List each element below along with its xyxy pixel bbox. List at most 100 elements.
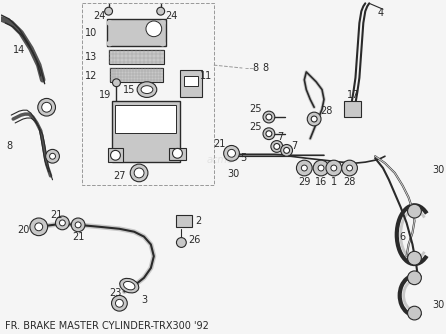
Text: 12: 12: [85, 71, 97, 81]
Text: 7: 7: [291, 142, 297, 151]
Text: 6: 6: [400, 232, 406, 241]
Ellipse shape: [120, 278, 139, 293]
Text: 24: 24: [94, 11, 106, 21]
Bar: [107, 148, 124, 162]
Circle shape: [408, 204, 421, 218]
Circle shape: [271, 141, 283, 152]
Circle shape: [284, 147, 289, 153]
Bar: [108, 50, 164, 64]
Circle shape: [263, 128, 275, 140]
Circle shape: [408, 252, 421, 265]
Circle shape: [266, 114, 272, 120]
Bar: [177, 215, 192, 227]
Circle shape: [55, 216, 69, 230]
Text: 16: 16: [315, 177, 327, 187]
Circle shape: [112, 296, 127, 311]
Circle shape: [112, 79, 120, 87]
Circle shape: [130, 164, 148, 182]
Text: 25: 25: [249, 122, 261, 132]
Circle shape: [313, 160, 329, 176]
Ellipse shape: [124, 282, 135, 290]
Bar: [107, 19, 165, 46]
Circle shape: [116, 299, 124, 307]
Circle shape: [134, 168, 144, 178]
Text: 25: 25: [249, 104, 261, 114]
Bar: [82, 3, 214, 185]
Circle shape: [157, 7, 165, 15]
Circle shape: [274, 144, 280, 149]
Circle shape: [318, 165, 324, 171]
Circle shape: [326, 160, 342, 176]
Circle shape: [160, 20, 165, 26]
Bar: [184, 76, 198, 86]
Circle shape: [311, 116, 317, 122]
Text: 11: 11: [200, 71, 212, 81]
Text: 13: 13: [85, 52, 97, 62]
Bar: [110, 68, 163, 82]
Text: 30: 30: [432, 300, 444, 310]
Text: 28: 28: [343, 177, 356, 187]
Text: 21: 21: [50, 210, 62, 220]
Circle shape: [301, 165, 307, 171]
Text: 3: 3: [141, 295, 147, 305]
Text: 23: 23: [109, 289, 122, 299]
Text: 19: 19: [99, 91, 111, 101]
Text: 30: 30: [432, 165, 444, 175]
Circle shape: [59, 220, 65, 226]
Text: 17: 17: [347, 91, 359, 101]
Text: 4: 4: [378, 8, 384, 18]
Bar: [344, 101, 361, 117]
Circle shape: [342, 160, 357, 176]
Circle shape: [38, 99, 55, 116]
Circle shape: [105, 7, 112, 15]
Text: 8: 8: [6, 142, 12, 151]
Circle shape: [347, 103, 359, 115]
Circle shape: [177, 237, 186, 247]
Ellipse shape: [141, 86, 153, 94]
Text: 24: 24: [165, 11, 178, 21]
Circle shape: [50, 153, 55, 159]
Circle shape: [266, 131, 272, 137]
Circle shape: [408, 271, 421, 285]
Text: 21: 21: [214, 139, 226, 149]
Text: 26: 26: [188, 234, 200, 244]
Circle shape: [30, 218, 48, 236]
Circle shape: [75, 222, 81, 228]
Circle shape: [42, 102, 52, 112]
Text: FR. BRAKE MASTER CYLINDER-TRX300 '92: FR. BRAKE MASTER CYLINDER-TRX300 '92: [5, 321, 209, 331]
Text: 20: 20: [17, 225, 29, 235]
Text: 10: 10: [85, 28, 97, 38]
Text: 28: 28: [320, 106, 332, 116]
Circle shape: [347, 165, 352, 171]
Text: 27: 27: [113, 171, 126, 181]
Circle shape: [107, 41, 112, 46]
Text: 2: 2: [195, 216, 201, 226]
Text: 5: 5: [240, 153, 247, 163]
Text: 1: 1: [331, 177, 337, 187]
Circle shape: [331, 165, 337, 171]
Text: 8: 8: [252, 63, 258, 73]
Circle shape: [263, 111, 275, 123]
Circle shape: [35, 223, 43, 231]
Circle shape: [146, 21, 162, 37]
Circle shape: [227, 149, 235, 157]
Text: 15: 15: [123, 85, 136, 95]
Text: 14: 14: [13, 45, 25, 55]
Text: 7: 7: [277, 132, 284, 142]
Bar: [116, 105, 177, 133]
Circle shape: [307, 112, 321, 126]
Circle shape: [107, 20, 112, 26]
Circle shape: [160, 41, 165, 46]
Text: 29: 29: [298, 177, 310, 187]
Circle shape: [111, 150, 120, 160]
Bar: [169, 148, 186, 160]
Bar: [112, 101, 180, 162]
Circle shape: [71, 218, 85, 232]
Circle shape: [173, 148, 182, 158]
Text: 8: 8: [262, 63, 268, 73]
Circle shape: [297, 160, 312, 176]
Text: 30: 30: [227, 169, 240, 179]
Circle shape: [281, 145, 293, 156]
Circle shape: [45, 149, 59, 163]
Circle shape: [408, 306, 421, 320]
